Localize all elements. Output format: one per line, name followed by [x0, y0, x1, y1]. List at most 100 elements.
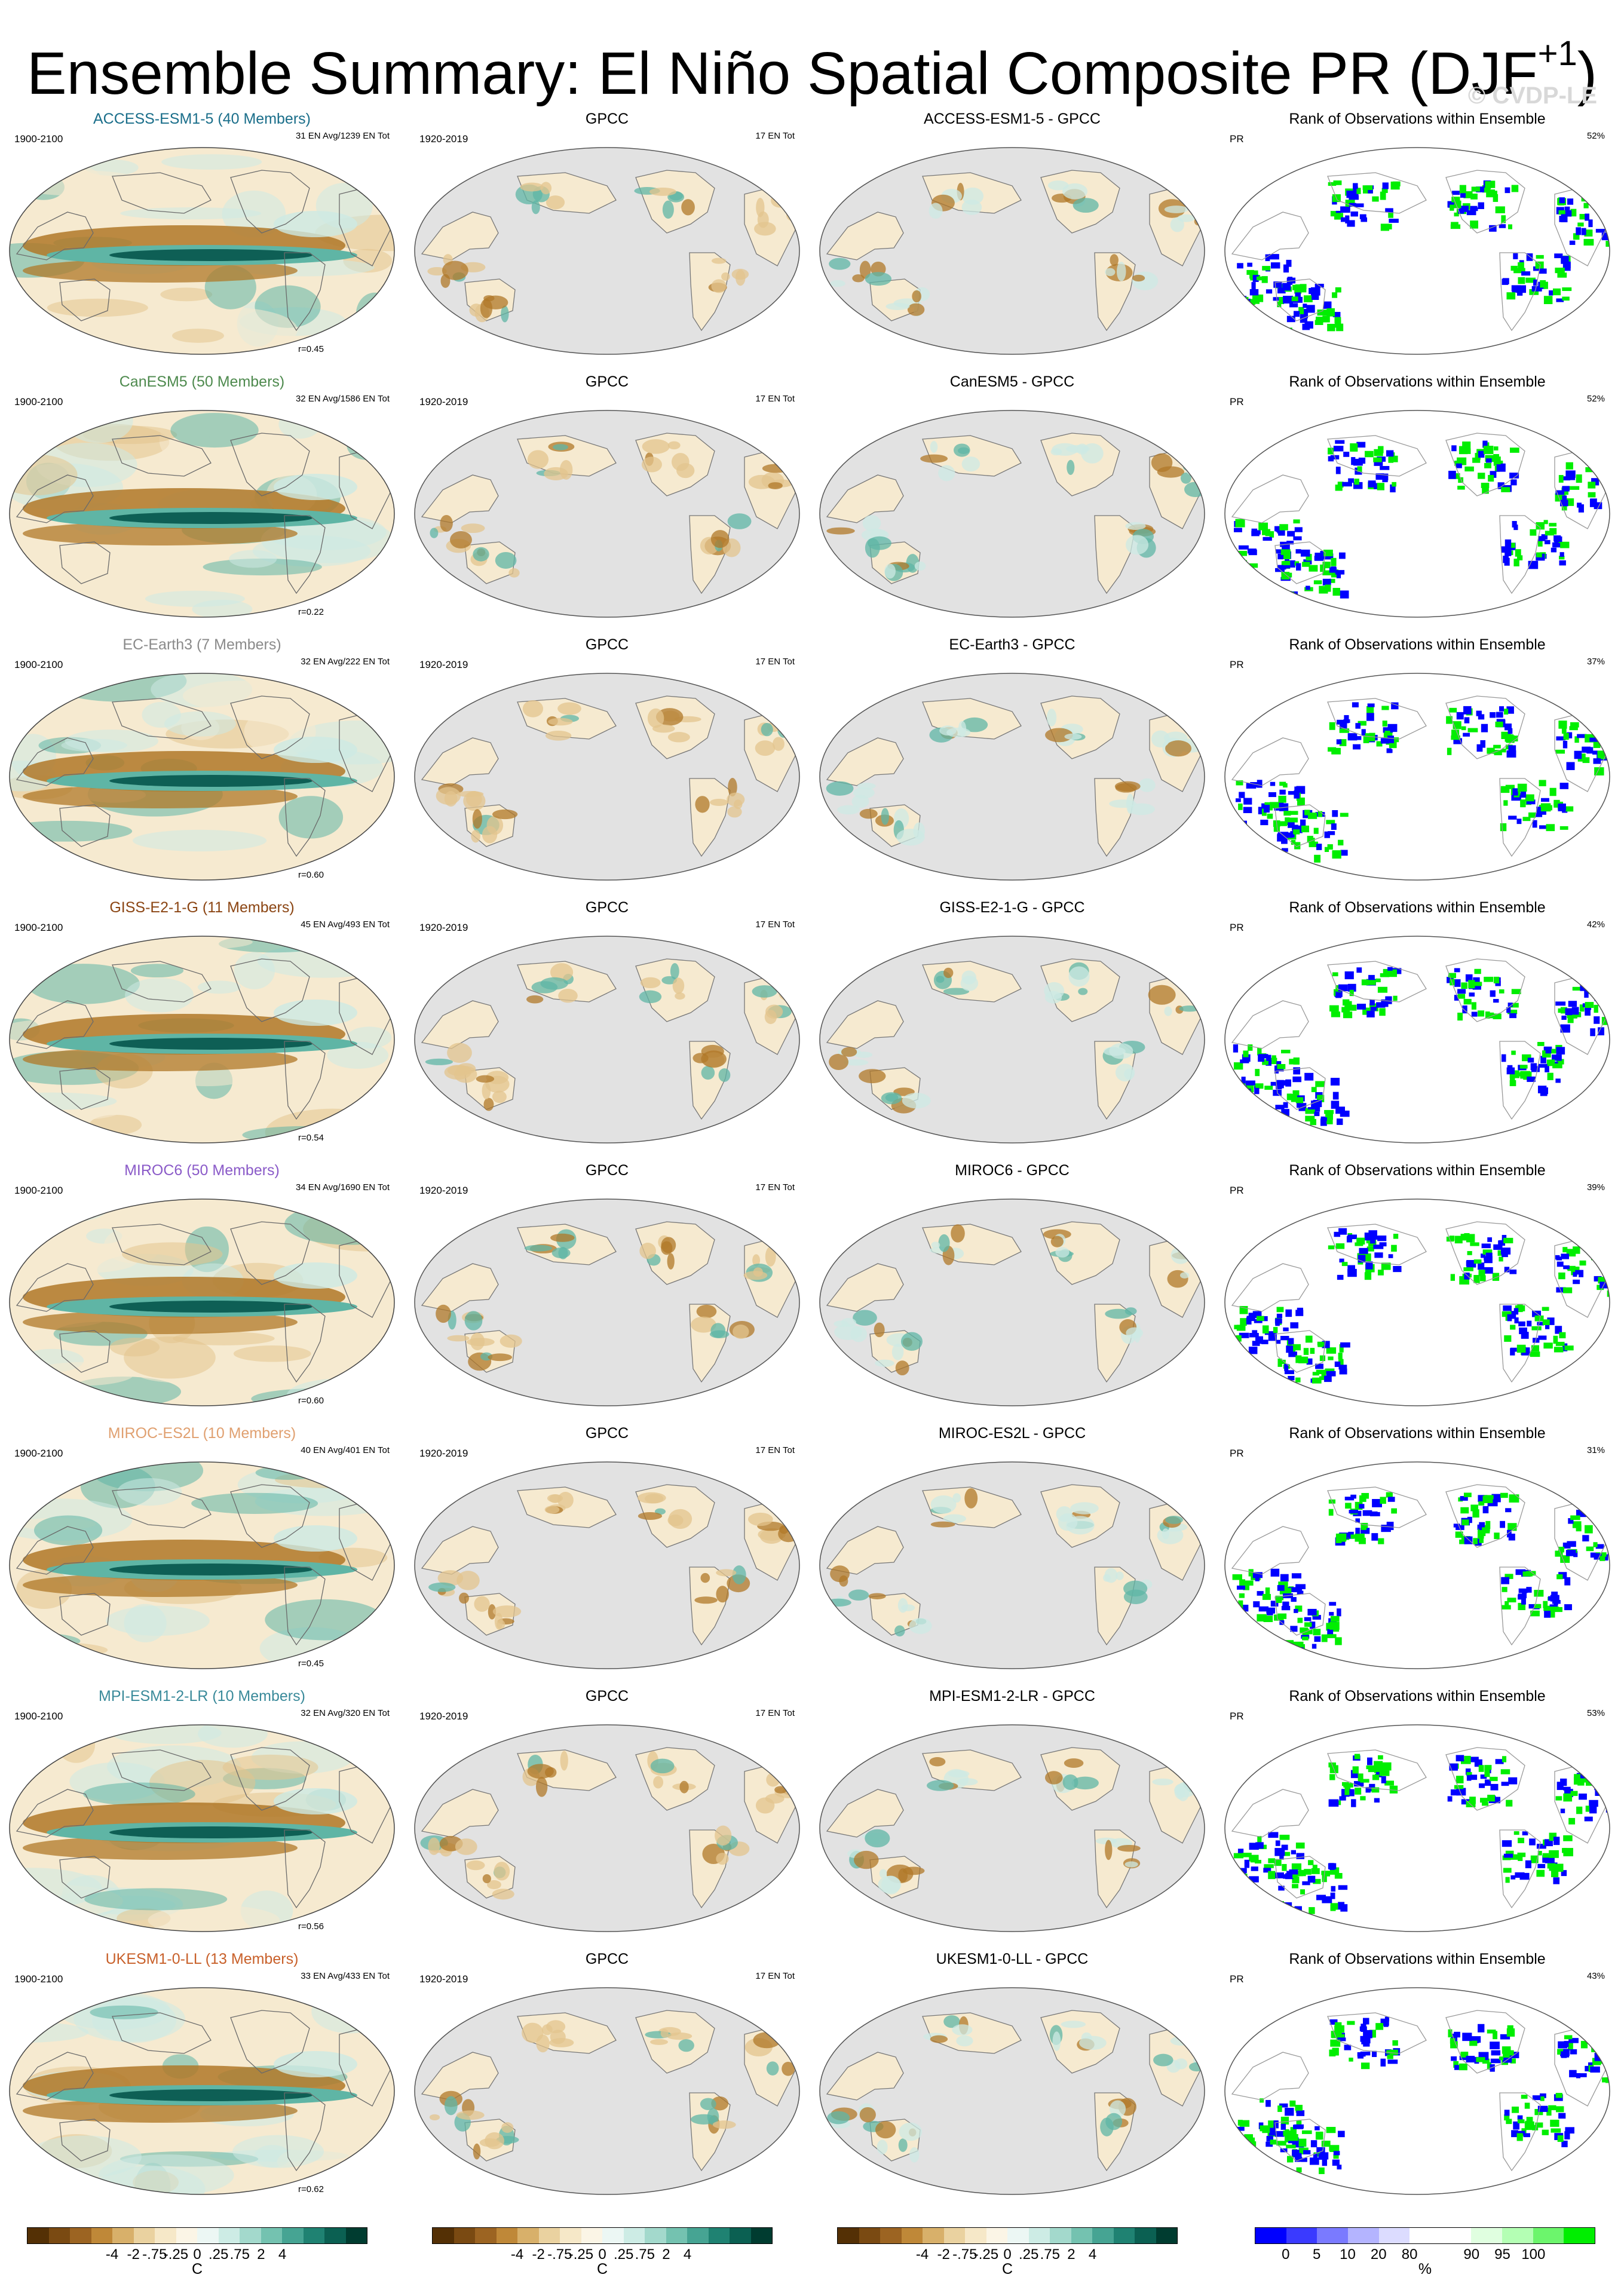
anomaly-blob [30, 1362, 134, 1386]
anomaly-blob [83, 1782, 195, 1806]
map-svg [9, 936, 395, 1144]
rank-cell [1382, 1762, 1392, 1771]
rank-cell [1503, 556, 1509, 563]
rank-cell [1494, 456, 1501, 465]
continent-outline [1094, 515, 1136, 594]
rank-cell [1555, 1326, 1562, 1334]
rank-cell [1605, 241, 1610, 247]
rank-cell [1357, 466, 1362, 472]
continent-outline [1274, 804, 1326, 847]
rank-cell [1611, 1802, 1614, 1806]
rank-cell [1603, 998, 1610, 1003]
rank-cell [1494, 1532, 1500, 1540]
map-svg [1224, 936, 1610, 1144]
anomaly-blob [483, 295, 495, 302]
rank-cell [1274, 2130, 1285, 2137]
rank-cell [1493, 194, 1499, 202]
anomaly-blob [161, 154, 262, 170]
rank-cell [1585, 195, 1591, 200]
rank-cell [1313, 1629, 1321, 1636]
rank-cell [1450, 1789, 1459, 1796]
rank-cell [1312, 1865, 1317, 1871]
rank-cell [1372, 1774, 1380, 1780]
rank-cell [1252, 1572, 1263, 1578]
rank-cell [1560, 1808, 1565, 1813]
anomaly-blob [642, 439, 670, 454]
rank-cell [1274, 1872, 1284, 1878]
rank-cell [1537, 1851, 1542, 1856]
rank-cell [1335, 1637, 1342, 1645]
rank-cell [1610, 1256, 1614, 1264]
rank-cell [1561, 214, 1568, 223]
anomaly-blob [1115, 1063, 1135, 1082]
rank-cell [1534, 1315, 1544, 1322]
pattern-correlation: r=0.22 [298, 607, 324, 617]
period-label: PR [1230, 1185, 1244, 1196]
rank-cell [1611, 1293, 1614, 1298]
rank-cell [1241, 297, 1249, 305]
rank-cell [1505, 539, 1512, 547]
rank-cell [1613, 481, 1614, 489]
rank-cell [1464, 466, 1474, 472]
rank-cell [1386, 1522, 1394, 1531]
rank-cell [1334, 2022, 1342, 2027]
colorbar-tick-label: 100 [1521, 2246, 1546, 2263]
rank-cell [1502, 278, 1509, 285]
anomaly-blob [117, 1478, 182, 1506]
colorbar-swatch [965, 2228, 986, 2243]
rank-cell [1574, 1267, 1580, 1272]
rank-cell [1357, 2052, 1366, 2057]
rank-cell [1381, 188, 1388, 194]
rank-cell [1549, 1850, 1559, 1858]
anomaly-blob [427, 266, 447, 276]
rank-cell [1585, 467, 1594, 473]
rank-cell [1507, 1598, 1516, 1603]
rank-cell [1291, 1850, 1297, 1854]
rank-cell [1520, 268, 1525, 273]
rank-cell [1257, 780, 1263, 788]
rank-cell [1480, 740, 1486, 748]
rank-cell [1300, 1889, 1306, 1895]
rank-cell [1505, 1574, 1513, 1579]
rank-cell [1502, 1840, 1512, 1847]
rank-cell [1488, 191, 1497, 197]
wet-anomaly-core [109, 249, 312, 261]
rank-cell [1565, 1008, 1573, 1016]
rank-cell [1337, 1118, 1343, 1125]
rank-cell [1360, 1796, 1366, 1801]
rank-cell [1591, 734, 1597, 739]
anomaly-blob [939, 725, 957, 736]
rank-cell [1490, 2058, 1501, 2064]
rank-cell [1353, 183, 1358, 189]
rank-cell [1593, 461, 1601, 468]
rank-cell [1559, 826, 1568, 830]
rank-cell [1380, 223, 1390, 231]
rank-cell [1577, 734, 1587, 738]
anomaly-blob [527, 450, 549, 469]
rank-cell [1567, 1015, 1574, 1023]
anomaly-blob [641, 456, 662, 473]
rank-cell [1507, 1523, 1517, 1531]
anomaly-blob [943, 988, 970, 995]
rank-panel: Rank of Observations within Ensemble PR 52… [1220, 111, 1614, 361]
rank-cell [1315, 1107, 1320, 1112]
rank-cell [1451, 445, 1457, 452]
rank-cell [1278, 531, 1283, 535]
rank-cell [1503, 1868, 1512, 1873]
colorbar-tick-label: -4 [105, 2246, 119, 2263]
rank-cell [1563, 1793, 1573, 1802]
rank-cell [1601, 735, 1605, 740]
rank-cell [1275, 1105, 1285, 1109]
rank-cell [1340, 850, 1348, 856]
rank-cell [1557, 2049, 1564, 2055]
map-globe [1225, 1725, 1610, 1932]
rank-cell [1541, 798, 1549, 802]
anomaly-blob [1104, 1568, 1118, 1583]
rank-cell [1329, 1863, 1334, 1868]
rank-cell [1390, 181, 1400, 190]
period-label: 1900-2100 [14, 922, 63, 933]
colorbar-swatch [602, 2228, 624, 2243]
rank-cell [1482, 440, 1488, 448]
continent-outline [1231, 474, 1309, 523]
rank-cell [1370, 1006, 1377, 1011]
